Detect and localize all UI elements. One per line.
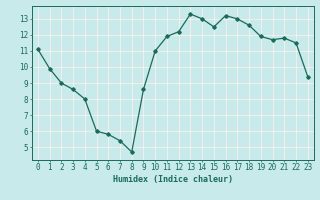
X-axis label: Humidex (Indice chaleur): Humidex (Indice chaleur) [113,175,233,184]
